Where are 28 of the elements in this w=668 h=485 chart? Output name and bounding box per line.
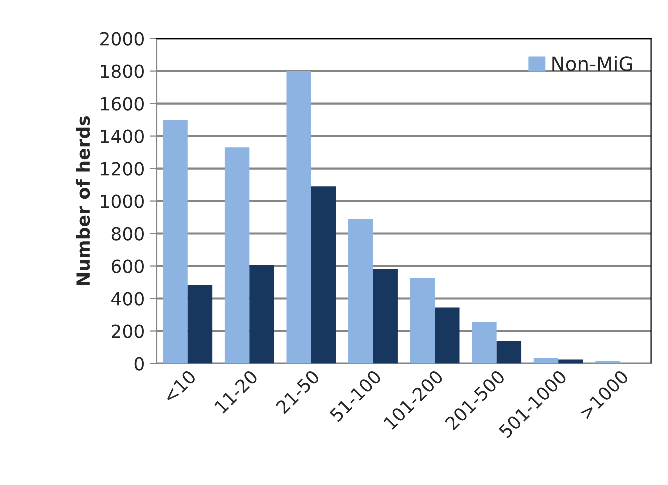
y-tick-label: 2000 xyxy=(100,32,144,46)
bar xyxy=(250,265,274,364)
y-tick-label: 200 xyxy=(112,324,144,338)
y-tick-label: 1600 xyxy=(101,97,144,111)
bar xyxy=(348,219,374,364)
bar xyxy=(496,341,522,364)
y-tick-label: 0 xyxy=(134,357,144,371)
y-tick-label: 1800 xyxy=(101,64,144,78)
bar xyxy=(373,270,398,364)
bar xyxy=(410,278,436,364)
bar xyxy=(311,186,336,364)
bar xyxy=(286,71,312,364)
bar xyxy=(163,120,188,364)
y-tick-label: 800 xyxy=(112,227,144,241)
bar xyxy=(224,148,250,364)
y-tick-label: 1400 xyxy=(101,130,144,144)
bar xyxy=(435,308,460,364)
y-tick-label: 1200 xyxy=(101,162,144,176)
y-axis-title: Number of herds xyxy=(76,116,90,286)
bar xyxy=(534,358,559,364)
bar xyxy=(558,360,584,364)
x-tick-label: <10 xyxy=(162,370,197,404)
bar xyxy=(472,322,497,364)
bar xyxy=(188,284,213,364)
y-tick-label: 1000 xyxy=(101,194,144,208)
legend-label: Non-MiG xyxy=(552,56,632,72)
y-tick-label: 400 xyxy=(112,292,144,306)
y-tick-label: 600 xyxy=(112,260,144,274)
